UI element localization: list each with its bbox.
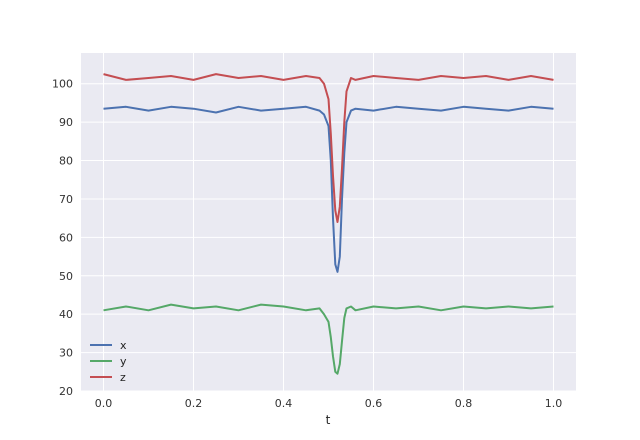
y-tick-label: 30 bbox=[59, 347, 73, 360]
y-tick-labels: 20 30 40 50 60 70 80 90 100 bbox=[52, 78, 73, 398]
legend-label-y: y bbox=[120, 355, 127, 368]
y-tick-label: 70 bbox=[59, 193, 73, 206]
x-tick-labels: 0.0 0.2 0.4 0.6 0.8 1.0 bbox=[95, 397, 563, 410]
y-tick-label: 80 bbox=[59, 155, 73, 168]
y-tick-label: 40 bbox=[59, 308, 73, 321]
series-line-x bbox=[103, 105, 554, 273]
series-lines bbox=[103, 73, 554, 375]
legend: xyz bbox=[90, 339, 127, 384]
y-tick-label: 60 bbox=[59, 231, 73, 244]
x-tick-label: 0.0 bbox=[95, 397, 113, 410]
legend-label-x: x bbox=[120, 339, 127, 352]
x-tick-label: 0.4 bbox=[275, 397, 293, 410]
series-line-y bbox=[103, 303, 554, 375]
x-tick-label: 0.8 bbox=[455, 397, 473, 410]
x-tick-label: 1.0 bbox=[545, 397, 563, 410]
y-tick-label: 20 bbox=[59, 385, 73, 398]
legend-label-z: z bbox=[120, 371, 126, 384]
y-tick-label: 90 bbox=[59, 116, 73, 129]
x-axis-label: t bbox=[326, 413, 331, 427]
y-tick-label: 50 bbox=[59, 270, 73, 283]
series-line-z bbox=[103, 73, 554, 223]
x-tick-label: 0.2 bbox=[185, 397, 203, 410]
y-tick-label: 100 bbox=[52, 78, 73, 91]
x-tick-label: 0.6 bbox=[365, 397, 383, 410]
